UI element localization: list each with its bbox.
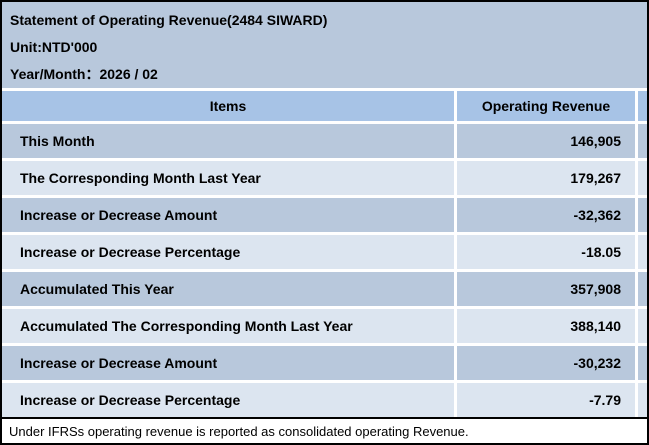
row-filler-cell [638, 235, 647, 269]
row-value: -7.79 [457, 383, 635, 417]
table-row: This Month 146,905 [2, 124, 647, 158]
table-row: Increase or Decrease Amount -32,362 [2, 198, 647, 232]
row-item-label: Accumulated This Year [2, 272, 454, 306]
table-row: The Corresponding Month Last Year 179,26… [2, 161, 647, 195]
row-item-label: This Month [2, 124, 454, 158]
row-filler-cell [638, 272, 647, 306]
row-value: 388,140 [457, 309, 635, 343]
table-row: Increase or Decrease Amount -30,232 [2, 346, 647, 380]
table-header-row: Items Operating Revenue [2, 91, 647, 121]
row-value: -18.05 [457, 235, 635, 269]
row-value: 179,267 [457, 161, 635, 195]
row-item-label: Increase or Decrease Amount [2, 198, 454, 232]
row-filler-cell [638, 198, 647, 232]
table-row: Increase or Decrease Percentage -7.79 [2, 383, 647, 417]
row-value: 357,908 [457, 272, 635, 306]
row-item-label: Increase or Decrease Amount [2, 346, 454, 380]
unit-label: Unit:NTD'000 [10, 39, 98, 55]
column-header-operating-revenue: Operating Revenue [457, 91, 635, 121]
row-filler-cell [638, 309, 647, 343]
header-filler-cell [638, 91, 647, 121]
row-filler-cell [638, 161, 647, 195]
row-filler-cell [638, 383, 647, 417]
row-value: 146,905 [457, 124, 635, 158]
revenue-table: Items Operating Revenue This Month 146,9… [2, 91, 647, 417]
row-filler-cell [638, 346, 647, 380]
page-title: Statement of Operating Revenue(2484 SIWA… [10, 12, 328, 28]
title-block: Statement of Operating Revenue(2484 SIWA… [2, 2, 647, 88]
row-item-label: The Corresponding Month Last Year [2, 161, 454, 195]
period-label: Year/Month：2026 / 02 [10, 66, 158, 82]
row-filler-cell [638, 124, 647, 158]
row-value: -32,362 [457, 198, 635, 232]
row-item-label: Increase or Decrease Percentage [2, 235, 454, 269]
footnote-text: Under IFRSs operating revenue is reporte… [9, 423, 469, 439]
row-value: -30,232 [457, 346, 635, 380]
row-item-label: Increase or Decrease Percentage [2, 383, 454, 417]
table-row: Accumulated This Year 357,908 [2, 272, 647, 306]
table-row: Increase or Decrease Percentage -18.05 [2, 235, 647, 269]
row-item-label: Accumulated The Corresponding Month Last… [2, 309, 454, 343]
column-header-items: Items [2, 91, 454, 121]
table-row: Accumulated The Corresponding Month Last… [2, 309, 647, 343]
footnote-bar: Under IFRSs operating revenue is reporte… [2, 417, 647, 443]
